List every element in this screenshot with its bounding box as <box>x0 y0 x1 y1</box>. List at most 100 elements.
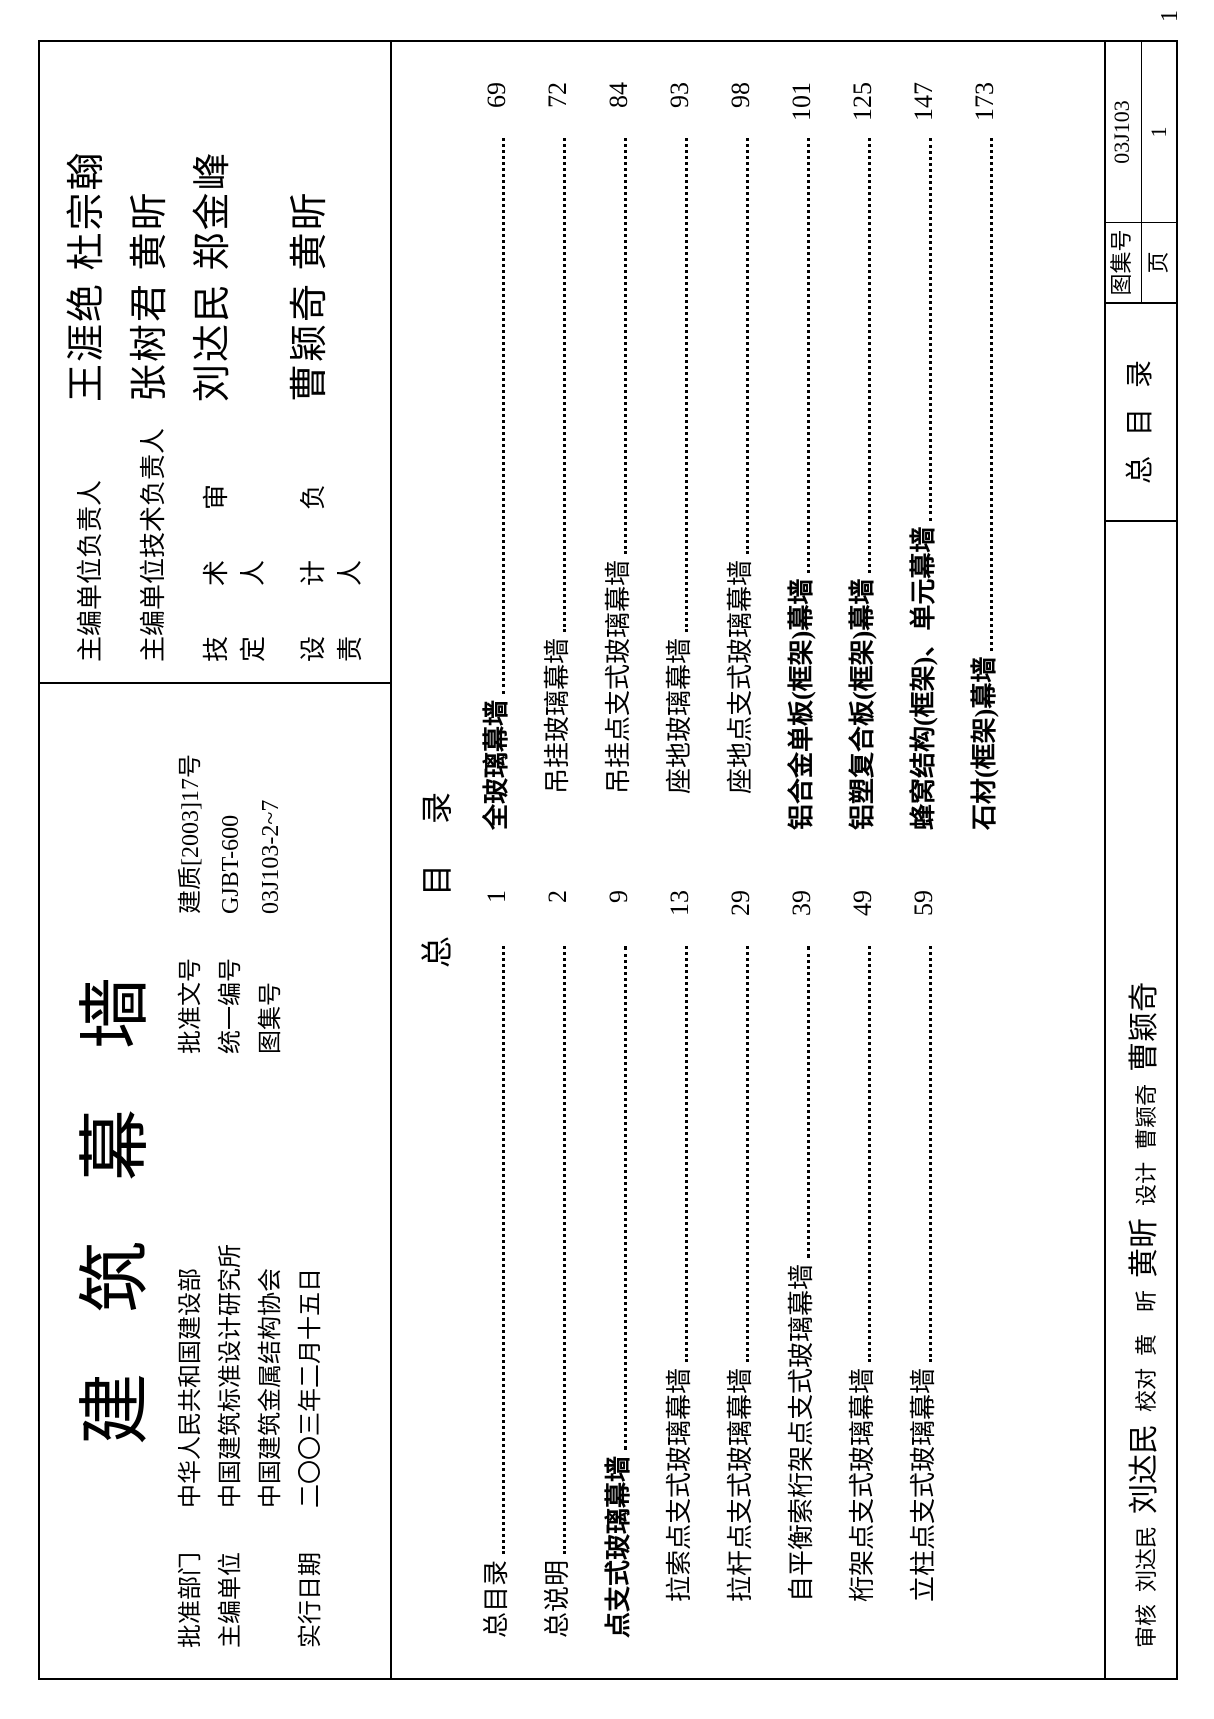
toc-row: 吊挂点支式玻璃幕墙84 <box>598 82 635 830</box>
toc-page: 9 <box>604 890 634 940</box>
toc-label: 吊挂点支式玻璃幕墙 <box>598 560 635 794</box>
toc-dots <box>563 946 566 1554</box>
toc-dots <box>746 946 749 1362</box>
toc-label: 全玻璃幕墙 <box>476 700 513 830</box>
atlas-no-label: 图集号 <box>251 934 291 1054</box>
toc-row: 座地点支式玻璃幕墙 98 <box>720 82 757 830</box>
effective-date-value: 二〇〇三年二月十五日 <box>291 1074 331 1508</box>
footer-check-name: 黄 昕 <box>1129 1290 1161 1356</box>
footer-atlas-label: 图集号 <box>1105 222 1141 302</box>
document-info-grid: 批准部门 主编单位 实行日期 中华人民共和国建设部 中国建筑标准设计研究所 中国… <box>171 714 331 1648</box>
toc-label: 蜂窝结构(框架)、单元幕墙 <box>903 527 940 830</box>
footer-atlas-row: 图集号 03J103 <box>1105 42 1141 302</box>
toc-label: 总目录 <box>476 1560 513 1638</box>
footer-page-value: 1 <box>1142 42 1177 222</box>
toc-row: 立柱点支式玻璃幕墙 59 <box>903 890 940 1638</box>
toc-page: 39 <box>787 890 817 940</box>
footer-design-sig: 曹颖奇 <box>1119 982 1163 1072</box>
toc-dots <box>868 946 871 1362</box>
info-values-col1: 中华人民共和国建设部 中国建筑标准设计研究所 中国建筑金属结构协会 二〇〇三年二… <box>171 1074 331 1508</box>
info-values-col2: 建质[2003]17号 GJBT-600 03J103-2~7 <box>171 714 331 914</box>
toc-label: 铝塑复合板(框架)幕墙 <box>842 579 879 830</box>
design-leader-label: 设计负责人 <box>293 402 367 662</box>
toc-dots <box>624 946 627 1450</box>
tech-review-row: 技术审定人 刘达民 郑金峰 <box>181 62 270 662</box>
toc-page: 125 <box>848 82 878 132</box>
design-leader-row: 设计负责人 曹颖奇 黄昕 <box>278 62 367 662</box>
tech-leader-label: 主编单位技术负责人 <box>133 402 170 662</box>
editor-unit-label: 主编单位 <box>211 1528 251 1648</box>
unit-leader-label: 主编单位负责人 <box>70 402 107 662</box>
unit-leader-signature: 王涯绝 杜宗翰 <box>55 150 110 402</box>
footer-review-name: 刘达民 <box>1129 1526 1161 1592</box>
tech-leader-signature: 张树君 黄昕 <box>118 190 173 402</box>
toc-label: 座地玻璃幕墙 <box>659 638 696 794</box>
unified-no-value: GJBT-600 <box>211 714 251 914</box>
footer-design-name: 曹颖奇 <box>1129 1084 1161 1150</box>
toc-row: 自平衡索桁架点支式玻璃幕墙39 <box>781 890 818 1638</box>
toc-page: 59 <box>909 890 939 940</box>
approval-doc-value: 建质[2003]17号 <box>171 714 211 914</box>
toc-row: 铝塑复合板(框架)幕墙 125 <box>842 82 879 830</box>
toc-label: 点支式玻璃幕墙 <box>598 1456 635 1638</box>
toc-label: 拉索点支式玻璃幕墙 <box>659 1368 696 1602</box>
toc-page: 13 <box>665 890 695 940</box>
design-leader-signature: 曹颖奇 黄昕 <box>278 190 333 402</box>
outer-border: 建筑幕墙 批准部门 主编单位 实行日期 中华人民共和国建设部 中国建筑标准设计研… <box>38 40 1178 1680</box>
toc-row: 全玻璃幕墙 69 <box>476 82 513 830</box>
toc-page: 72 <box>543 82 573 132</box>
toc-row: 吊挂玻璃幕墙 72 <box>537 82 574 830</box>
toc-dots <box>746 138 749 554</box>
footer-page-label: 页 <box>1142 222 1177 302</box>
footer-page-row: 页 1 <box>1141 42 1177 302</box>
document-sheet: 建筑幕墙 批准部门 主编单位 实行日期 中华人民共和国建设部 中国建筑标准设计研… <box>38 40 1178 1680</box>
toc-row: 拉杆点支式玻璃幕墙29 <box>720 890 757 1638</box>
header-left-block: 建筑幕墙 批准部门 主编单位 实行日期 中华人民共和国建设部 中国建筑标准设计研… <box>40 682 390 1678</box>
toc-dots <box>502 946 505 1554</box>
toc-dots <box>990 138 993 651</box>
toc-dots <box>685 946 688 1362</box>
toc-page: 98 <box>726 82 756 132</box>
tech-review-signature: 刘达民 郑金峰 <box>181 150 236 402</box>
atlas-no-value: 03J103-2~7 <box>251 714 291 914</box>
toc-dots <box>807 138 810 573</box>
toc-heading: 总目录 <box>412 82 458 1638</box>
editor-unit-value2: 中国建筑金属结构协会 <box>251 1074 291 1508</box>
toc-left-column: 总目录 1 总说明2 点支式玻璃幕墙 9 拉索点支式玻璃幕墙 13 拉杆点支式玻璃幕墙29 自平… <box>476 890 1094 1638</box>
toc-dots <box>624 138 627 554</box>
toc-label: 吊挂玻璃幕墙 <box>537 638 574 794</box>
footer-right: 图集号 03J103 页 1 <box>1105 42 1177 302</box>
toc-page: 69 <box>482 82 512 132</box>
footer-left: 审核 刘达民 刘达民 校对 黄 昕 黄昕 设计 曹颖奇 曹颖奇 <box>1119 522 1163 1678</box>
approval-doc-label: 批准文号 <box>171 934 211 1054</box>
toc-row: 桁架点支式玻璃幕墙49 <box>842 890 879 1638</box>
toc-dots <box>807 946 810 1258</box>
toc-section: 总目录 总目录 1 总说明2 点支式玻璃幕墙 9 拉索点支式玻璃幕墙 13 拉杆点支式玻璃幕墙… <box>392 42 1104 1678</box>
footer-design-label: 设计 <box>1129 1162 1161 1206</box>
toc-row: 座地玻璃幕墙 93 <box>659 82 696 830</box>
toc-dots <box>868 138 871 573</box>
toc-dots <box>929 138 932 521</box>
toc-page: 93 <box>665 82 695 132</box>
toc-page: 29 <box>726 890 756 940</box>
footer-check-label: 校对 <box>1129 1368 1161 1412</box>
toc-right-column: 全玻璃幕墙 69 吊挂玻璃幕墙 72 吊挂点支式玻璃幕墙84 座地玻璃幕墙 93 座地点支式玻… <box>476 82 1094 830</box>
editor-unit-value1: 中国建筑标准设计研究所 <box>211 1074 251 1508</box>
footer-review-label: 审核 <box>1129 1604 1161 1648</box>
unit-leader-row: 主编单位负责人 王涯绝 杜宗翰 <box>55 62 110 662</box>
approval-dept-value: 中华人民共和国建设部 <box>171 1074 211 1508</box>
toc-page: 1 <box>482 890 512 940</box>
toc-page: 49 <box>848 890 878 940</box>
toc-label: 立柱点支式玻璃幕墙 <box>903 1368 940 1602</box>
header-section: 建筑幕墙 批准部门 主编单位 实行日期 中华人民共和国建设部 中国建筑标准设计研… <box>40 42 392 1678</box>
footer-center-title: 总目录 <box>1106 302 1176 522</box>
toc-row: 总说明2 <box>537 890 574 1638</box>
toc-page: 101 <box>787 82 817 132</box>
tech-leader-row: 主编单位技术负责人 张树君 黄昕 <box>118 62 173 662</box>
toc-dots <box>929 946 932 1362</box>
toc-label: 石材(框架)幕墙 <box>964 657 1001 830</box>
toc-label: 铝合金单板(框架)幕墙 <box>781 579 818 830</box>
footer-atlas-value: 03J103 <box>1105 42 1141 222</box>
toc-label: 座地点支式玻璃幕墙 <box>720 560 757 794</box>
header-right-block: 主编单位负责人 王涯绝 杜宗翰 主编单位技术负责人 张树君 黄昕 技术审定人 刘… <box>40 42 390 682</box>
